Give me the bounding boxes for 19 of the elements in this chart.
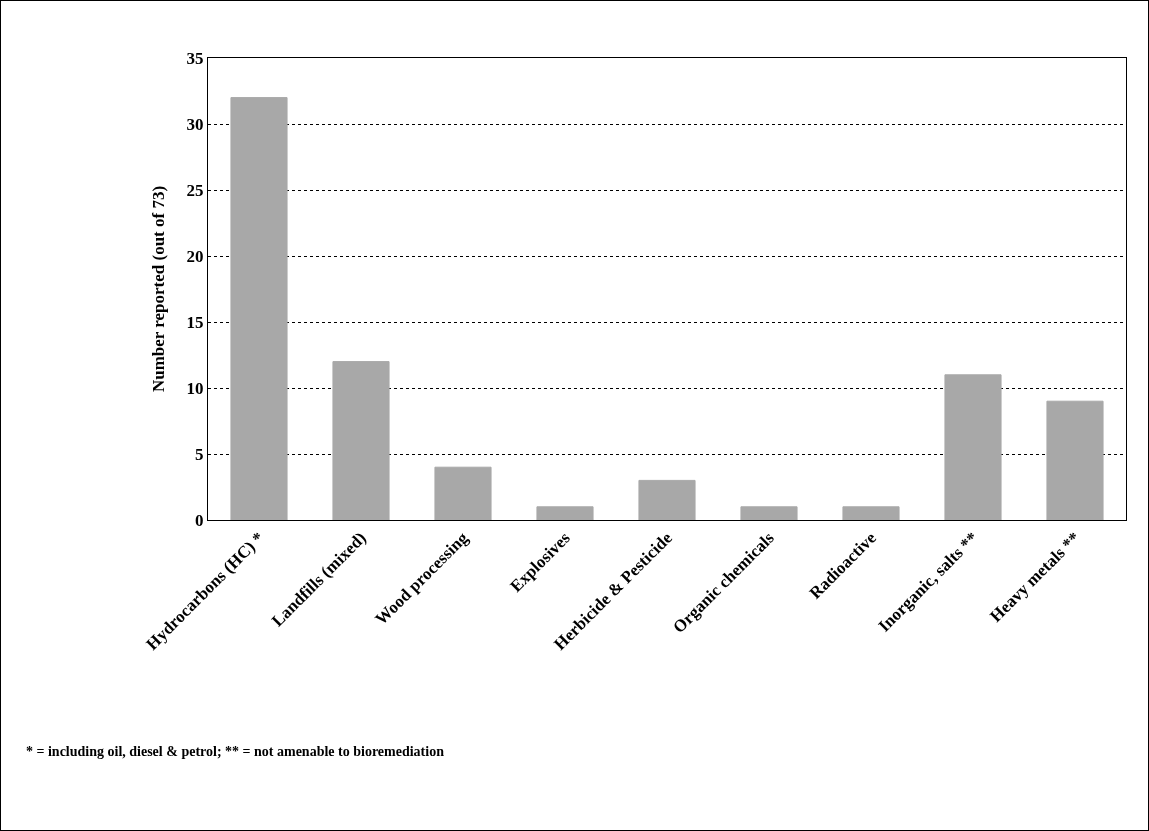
bar: [638, 479, 696, 520]
bar: [944, 374, 1002, 520]
y-tick-label: 25: [186, 180, 204, 200]
y-tick-label: 20: [186, 246, 204, 266]
y-tick-label: 5: [195, 444, 204, 464]
bar: [1046, 400, 1104, 520]
y-tick-label: 15: [186, 312, 204, 332]
y-tick-label: 10: [186, 378, 204, 398]
bar: [230, 97, 288, 520]
y-axis-title: Number reported (out of 73): [149, 185, 168, 393]
bar: [332, 361, 390, 520]
y-tick-label: 0: [195, 510, 204, 530]
bar: [740, 506, 798, 520]
bar: [842, 506, 900, 520]
bar: [434, 466, 492, 520]
y-tick-label: 35: [186, 48, 204, 68]
text: * = including oil, diesel & petrol; ** = not amenable to bioremediation: [26, 744, 445, 759]
y-tick-label: 30: [186, 114, 204, 134]
bar: [536, 506, 594, 520]
